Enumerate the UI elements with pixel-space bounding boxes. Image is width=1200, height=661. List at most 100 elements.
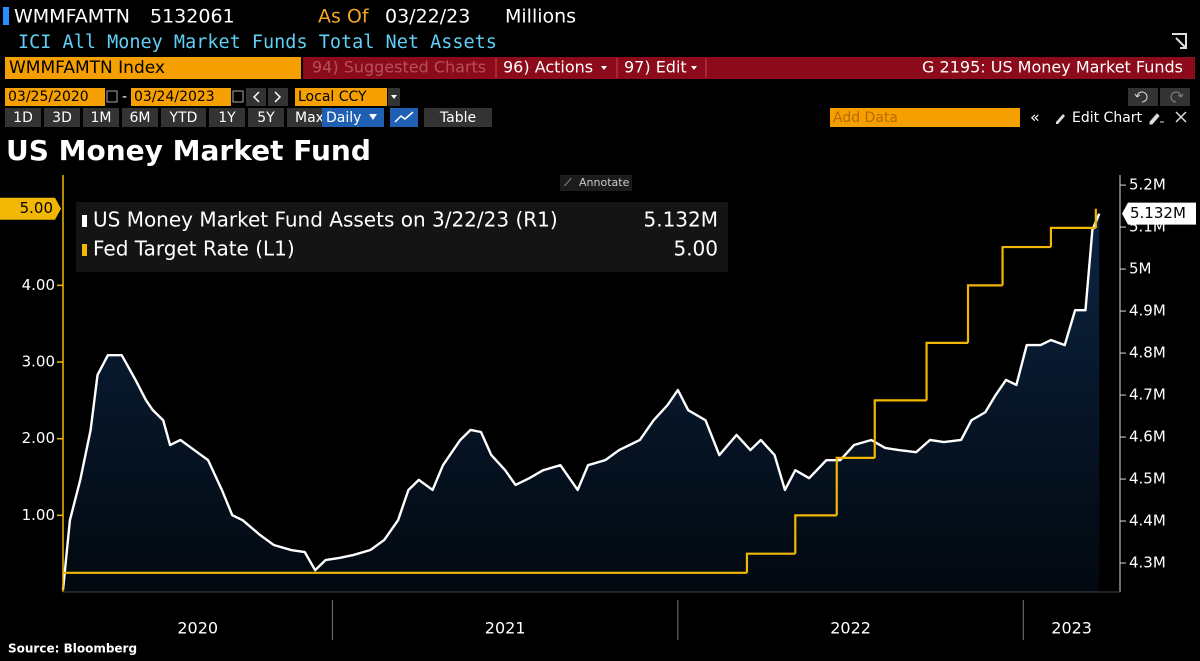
popout-icon[interactable] [1172,33,1187,49]
ticker: WMMFAMTN [14,6,130,28]
period: 1M [91,110,112,126]
cursor [3,7,9,25]
table-button[interactable] [424,108,492,127]
y2-tick-label: 4.5M [1129,470,1166,488]
next-button[interactable] [268,88,288,106]
legend: US Money Market Fund Assets on 3/22/23 (… [76,202,728,272]
source: Source: Bloomberg [8,642,137,656]
calendar-icon[interactable] [232,90,244,103]
currency-box[interactable] [295,88,387,106]
description: ICI All Money Market Funds Total Net Ass… [18,32,497,53]
add-data-box[interactable] [830,108,1020,127]
period: 6M [130,110,151,126]
y2-tick-label: 5.2M [1129,176,1166,194]
value-badge [1122,202,1196,225]
period: 5Y [257,110,275,126]
x-tick-label: 2020 [177,619,218,638]
start-date-box[interactable] [5,88,105,106]
as-of-date: 03/22/23 [385,6,470,28]
dropdown-arrow [601,66,607,70]
edit-chart[interactable]: Edit Chart [1072,110,1143,126]
annotate-button[interactable] [560,175,632,191]
security: WMMFAMTN Index [9,58,165,78]
annotate-icon: ⟋ [564,176,572,189]
legend-swatch [82,215,87,227]
period-button[interactable] [44,108,80,127]
y-tick-label: 4.00 [22,276,55,294]
x-tick-label: 2021 [485,619,526,638]
security-box[interactable] [5,57,301,79]
draw-icon[interactable] [1149,113,1164,125]
legend-box [76,202,728,272]
end-date-box[interactable] [131,88,231,106]
as-of-label: As Of [318,6,370,28]
chart-type-icon [394,111,414,123]
add-data: Add Data [833,110,898,126]
start-date: 03/25/2020 [8,89,89,105]
page-title: G 2195: US Money Market Funds [922,58,1183,77]
period-button[interactable] [83,108,119,127]
legend-value: 5.132M [643,208,718,232]
dropdown-arrow [369,114,377,120]
period: Max [295,110,324,126]
step-line [745,552,796,573]
area [63,213,1100,592]
settings-icon[interactable] [1175,111,1187,123]
step-line [873,399,927,458]
value-badge-label: 5.00 [20,199,53,217]
period-button[interactable] [209,108,245,127]
y2-tick-label: 5M [1129,260,1152,278]
period: 1Y [218,110,236,126]
period-button[interactable] [5,108,41,127]
period-button[interactable] [248,108,284,127]
period-button[interactable] [161,108,206,127]
y-tick-label: 1.00 [22,506,55,524]
period: 3D [52,110,72,126]
next-arrow [274,91,282,103]
legend-value: 5.00 [673,237,718,261]
y-tick-label: 2.00 [22,429,55,447]
redo-icon [1170,91,1184,103]
annotate: Annotate [579,176,630,189]
actions-menu[interactable]: 96) Actions [503,58,593,77]
dash: - [122,89,127,105]
redo-button[interactable] [1160,88,1190,106]
step-line [925,341,969,401]
menu-bar [303,57,1195,79]
x-tick-label: 2023 [1051,619,1092,638]
edit-menu[interactable]: 97) Edit [624,58,687,77]
legend-swatch [82,244,87,256]
y2-tick-label: 4.9M [1129,302,1166,320]
legend-label: Fed Target Rate (L1) [93,237,295,261]
units: Millions [505,6,576,28]
suggested-charts[interactable]: 94) Suggested Charts [312,58,486,77]
period: YTD [169,110,198,126]
period-button[interactable] [122,108,158,127]
collapse-icon[interactable]: « [1030,108,1040,127]
undo-button[interactable] [1128,88,1158,106]
y2-tick-label: 4.8M [1129,344,1166,362]
step-line [794,514,837,554]
y2-tick-label: 4.4M [1129,512,1166,530]
prev-button[interactable] [246,88,266,106]
y2-tick-label: 4.6M [1129,428,1166,446]
y2-tick-label: 4.7M [1129,386,1166,404]
frequency-button[interactable] [322,108,384,127]
plot: 1.00 2.00 3.00 4.00 4.3M 4.4M 4.5M 4.6M 4.7M 4.8M… [0,175,1196,640]
period-buttons: 1D 3D 1M 6M YTD 1Y 5Y Max [5,108,332,127]
dropdown-arrow [391,95,397,99]
period-button[interactable] [287,108,332,127]
undo-icon [1134,91,1148,103]
end-date: 03/24/2023 [134,89,215,105]
period: 1D [13,110,33,126]
currency: Local CCY [298,89,367,105]
step-line [835,456,875,516]
table: Table [439,110,476,126]
calendar-icon[interactable] [106,90,118,103]
y-tick-label: 3.00 [22,353,55,371]
chart-title: US Money Market Fund [6,134,371,167]
last-value: 5132061 [150,6,235,28]
x-tick-label: 2022 [830,619,871,638]
value-badge [0,197,61,220]
line [61,213,1101,591]
